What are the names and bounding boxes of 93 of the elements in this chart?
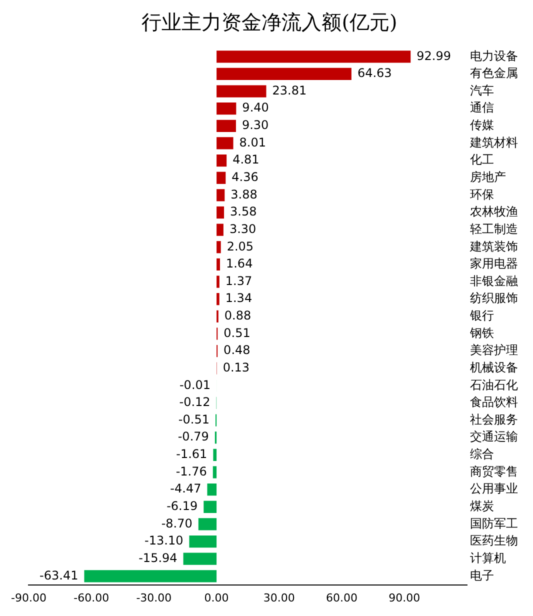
y-tick-label: 通信 xyxy=(470,100,494,115)
data-label: -1.76 xyxy=(176,464,207,478)
y-tick-label: 非银金融 xyxy=(470,274,518,288)
x-tick-label: 90.00 xyxy=(388,591,420,604)
bar xyxy=(213,448,217,461)
y-tick-label: 汽车 xyxy=(470,83,494,98)
bar xyxy=(216,224,224,236)
bar xyxy=(216,102,236,115)
data-label: -13.10 xyxy=(144,534,184,548)
y-tick-label: 社会服务 xyxy=(470,412,518,426)
bar xyxy=(216,276,220,288)
data-label: -0.01 xyxy=(179,378,211,392)
data-label: -0.12 xyxy=(179,395,210,410)
data-label: -15.94 xyxy=(138,550,178,565)
y-tick-label: 钢铁 xyxy=(469,326,494,340)
data-label: 0.48 xyxy=(224,343,250,358)
data-label: 3.58 xyxy=(230,204,257,219)
data-label: -1.61 xyxy=(176,447,208,462)
data-label: 1.34 xyxy=(225,291,252,306)
data-label: 92.99 xyxy=(416,48,451,63)
y-tick-label: 公用事业 xyxy=(470,482,518,496)
data-label: 8.01 xyxy=(239,135,266,150)
y-tick-label: 轻工制造 xyxy=(470,222,518,236)
data-label: -6.19 xyxy=(166,499,198,513)
data-label: 1.37 xyxy=(225,274,252,288)
bar xyxy=(204,500,217,513)
bar xyxy=(183,552,217,565)
bar xyxy=(216,293,220,306)
y-tick-label: 电力设备 xyxy=(470,48,518,63)
y-tick-label: 建筑装饰 xyxy=(469,239,518,254)
data-label: -8.70 xyxy=(161,516,192,530)
data-label: 2.05 xyxy=(226,239,254,254)
x-tick-label: 60.00 xyxy=(326,591,358,604)
bar xyxy=(84,570,217,582)
y-tick-label: 交通运输 xyxy=(470,430,518,444)
bar xyxy=(189,535,217,548)
bar xyxy=(216,68,352,80)
data-label: -63.41 xyxy=(40,568,78,582)
y-tick-label: 银行 xyxy=(469,308,494,323)
y-tick-label: 房地产 xyxy=(470,170,506,184)
data-label: 0.88 xyxy=(224,308,252,323)
bar xyxy=(216,85,266,98)
y-tick-label: 传媒 xyxy=(470,118,494,132)
data-label: 64.63 xyxy=(357,66,392,80)
y-tick-label: 家用电器 xyxy=(470,256,518,271)
data-label: 9.30 xyxy=(242,118,269,132)
x-tick-label: -60.00 xyxy=(74,591,110,604)
y-tick-label: 美容护理 xyxy=(470,343,518,358)
y-tick-label: 有色金属 xyxy=(470,66,518,80)
bar xyxy=(212,466,217,478)
bar xyxy=(216,189,225,202)
data-label: 23.81 xyxy=(272,83,307,98)
y-tick-label: 建筑材料 xyxy=(469,135,518,150)
data-label: 0.51 xyxy=(224,326,250,340)
bar xyxy=(216,50,411,63)
bar xyxy=(198,518,217,530)
bar xyxy=(216,137,234,150)
y-tick-label: 综合 xyxy=(470,447,494,462)
bar xyxy=(216,241,221,254)
chart-title: 行业主力资金净流入额(亿元) xyxy=(142,10,398,34)
data-label: -4.47 xyxy=(170,482,202,496)
y-tick-label: 机械设备 xyxy=(470,360,518,374)
data-label: 4.81 xyxy=(232,152,260,167)
y-tick-label: 计算机 xyxy=(470,550,506,565)
data-label: -0.79 xyxy=(178,430,209,444)
y-tick-label: 电子 xyxy=(470,568,494,582)
y-tick-label: 食品饮料 xyxy=(470,395,518,410)
data-label: 3.30 xyxy=(229,222,256,236)
x-tick-label: 0.00 xyxy=(204,591,229,604)
bar xyxy=(207,484,217,496)
data-label: 3.88 xyxy=(230,187,258,202)
y-tick-label: 化工 xyxy=(470,152,494,167)
y-tick-label: 煤炭 xyxy=(470,499,494,513)
y-tick-label: 国防军工 xyxy=(470,516,518,530)
data-label: 4.36 xyxy=(232,170,258,184)
bar xyxy=(216,206,224,219)
y-tick-label: 医药生物 xyxy=(470,534,518,548)
bar xyxy=(216,172,226,184)
data-label: 9.40 xyxy=(242,100,269,115)
data-label: 0.13 xyxy=(222,360,250,374)
data-label: 1.64 xyxy=(226,256,253,271)
x-tick-label: -90.00 xyxy=(10,591,46,604)
y-tick-label: 农林牧渔 xyxy=(470,204,518,219)
data-label: -0.51 xyxy=(178,412,210,426)
x-tick-label: 30.00 xyxy=(263,591,295,604)
x-tick-label: -30.00 xyxy=(136,591,172,604)
bar xyxy=(216,154,227,167)
y-tick-label: 环保 xyxy=(470,187,494,202)
y-tick-label: 纺织服饰 xyxy=(470,291,518,306)
bar xyxy=(216,120,236,132)
y-tick-label: 商贸零售 xyxy=(470,464,518,478)
y-tick-label: 石油石化 xyxy=(470,378,518,392)
bar xyxy=(216,258,220,271)
